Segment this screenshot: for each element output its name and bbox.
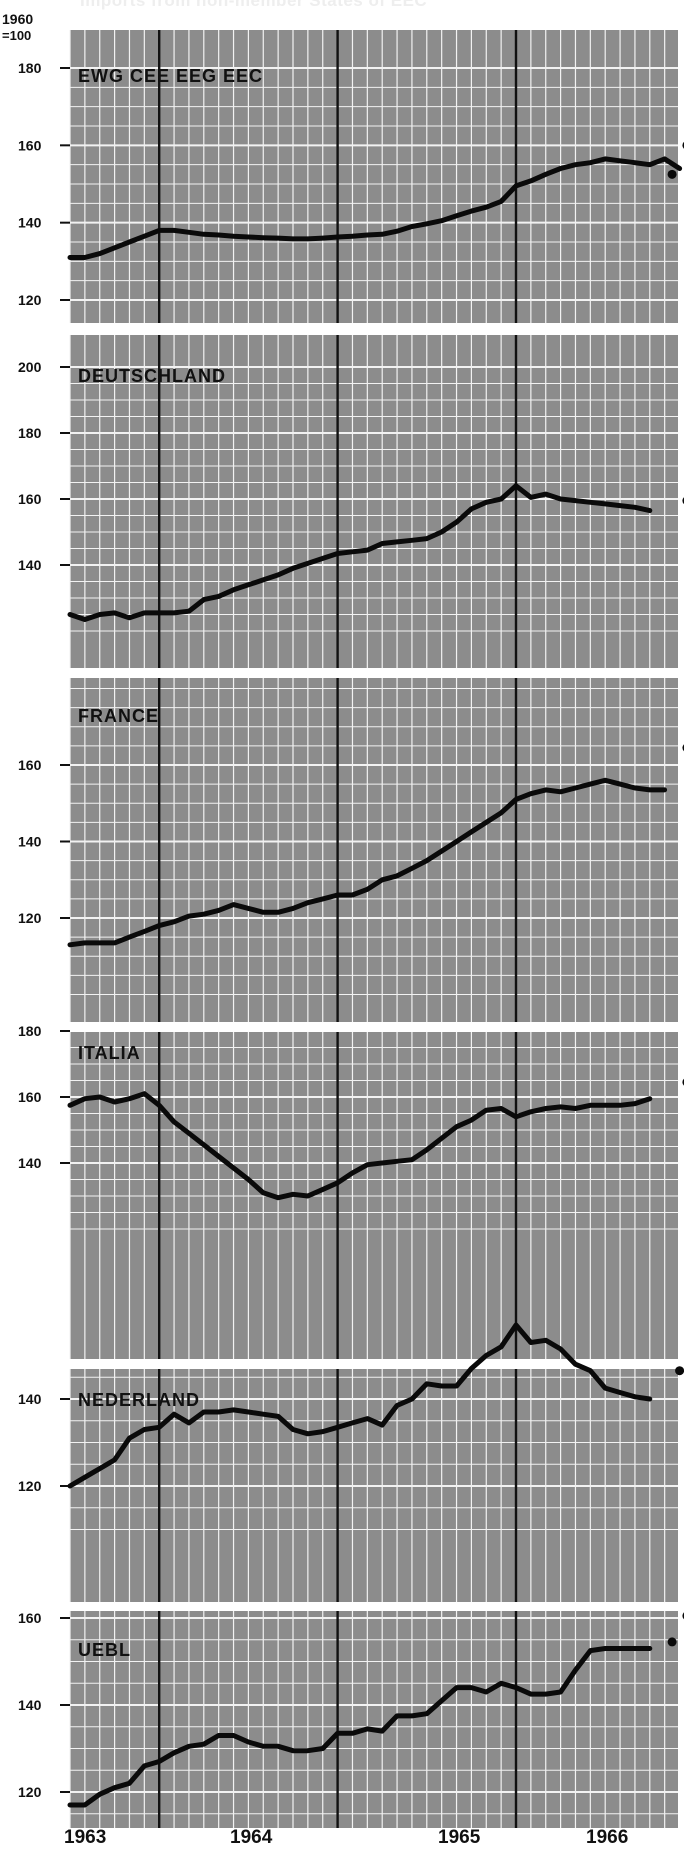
y-tick-label: 140: [18, 834, 42, 850]
y-tick-label: 140: [18, 1391, 42, 1407]
panel-background: [70, 30, 678, 323]
series-line: [67, 1091, 653, 1201]
panel-6: 120 140 160 UEBL: [18, 1610, 684, 1828]
panel-title: FRANCE: [78, 706, 159, 726]
panel-title: ITALIA: [78, 1043, 141, 1063]
y-tick-label: 180: [18, 425, 42, 441]
panel-background: [70, 678, 678, 1022]
x-tick-label-1965: 1965: [438, 1827, 481, 1848]
y-tick-label: 160: [18, 1610, 42, 1626]
x-tick-label-1963: 1963: [64, 1827, 106, 1848]
data-point: [667, 1637, 677, 1647]
panel-5: 120 140 NEDERLAND: [18, 1322, 684, 1602]
y-tick-label: 120: [18, 910, 42, 926]
y-tick-label: 160: [18, 491, 42, 507]
index-base-value: =100: [2, 28, 31, 43]
panel-1: 120 140 160 180 EWG CEE EEG EEC: [18, 30, 684, 323]
panel-title: NEDERLAND: [78, 1390, 200, 1410]
panel-2: 140 160 180 200 DEUTSCHLAND: [18, 335, 684, 668]
panel-title: UEBL: [78, 1640, 131, 1660]
y-tick-label: 180: [18, 60, 42, 76]
y-tick-label: 160: [18, 1089, 42, 1105]
series-line: [67, 1322, 653, 1489]
x-tick-label-1966: 1966: [586, 1827, 628, 1848]
index-base-year: 1960: [2, 11, 33, 27]
x-tick-label-1964: 1964: [230, 1827, 273, 1848]
y-tick-label: 160: [18, 757, 42, 773]
panel-background: [70, 1611, 678, 1828]
y-tick-label: 120: [18, 292, 42, 308]
y-tick-label: 120: [18, 1478, 42, 1494]
series-line: [67, 156, 683, 260]
series-line: [67, 483, 653, 622]
y-tick-label: 140: [18, 557, 42, 573]
panel-title: DEUTSCHLAND: [78, 366, 226, 386]
x-axis: 1963 1964 1965 1966: [64, 1827, 628, 1848]
data-point: [667, 169, 677, 179]
y-tick-label: 140: [18, 215, 42, 231]
data-point: [675, 1366, 684, 1376]
chart-panels: 120 140 160 180 EWG CEE EEG EEC 140 160 180 200 D…: [18, 30, 684, 1828]
y-tick-label: 180: [18, 1023, 42, 1039]
panel-3: 120 140 160 FRANCE: [18, 678, 684, 1022]
panel-4: 140 160 180 ITALIA: [18, 1023, 684, 1359]
series-line: [67, 1646, 653, 1808]
y-tick-label: 140: [18, 1155, 42, 1171]
y-tick-label: 140: [18, 1697, 42, 1713]
page-title: Imports from non-member States of EEC: [80, 0, 427, 10]
panel-title: EWG CEE EEG EEC: [78, 66, 263, 86]
y-tick-label: 160: [18, 137, 42, 153]
y-tick-label: 200: [18, 359, 42, 375]
y-tick-label: 120: [18, 1784, 42, 1800]
series-line: [67, 777, 668, 948]
